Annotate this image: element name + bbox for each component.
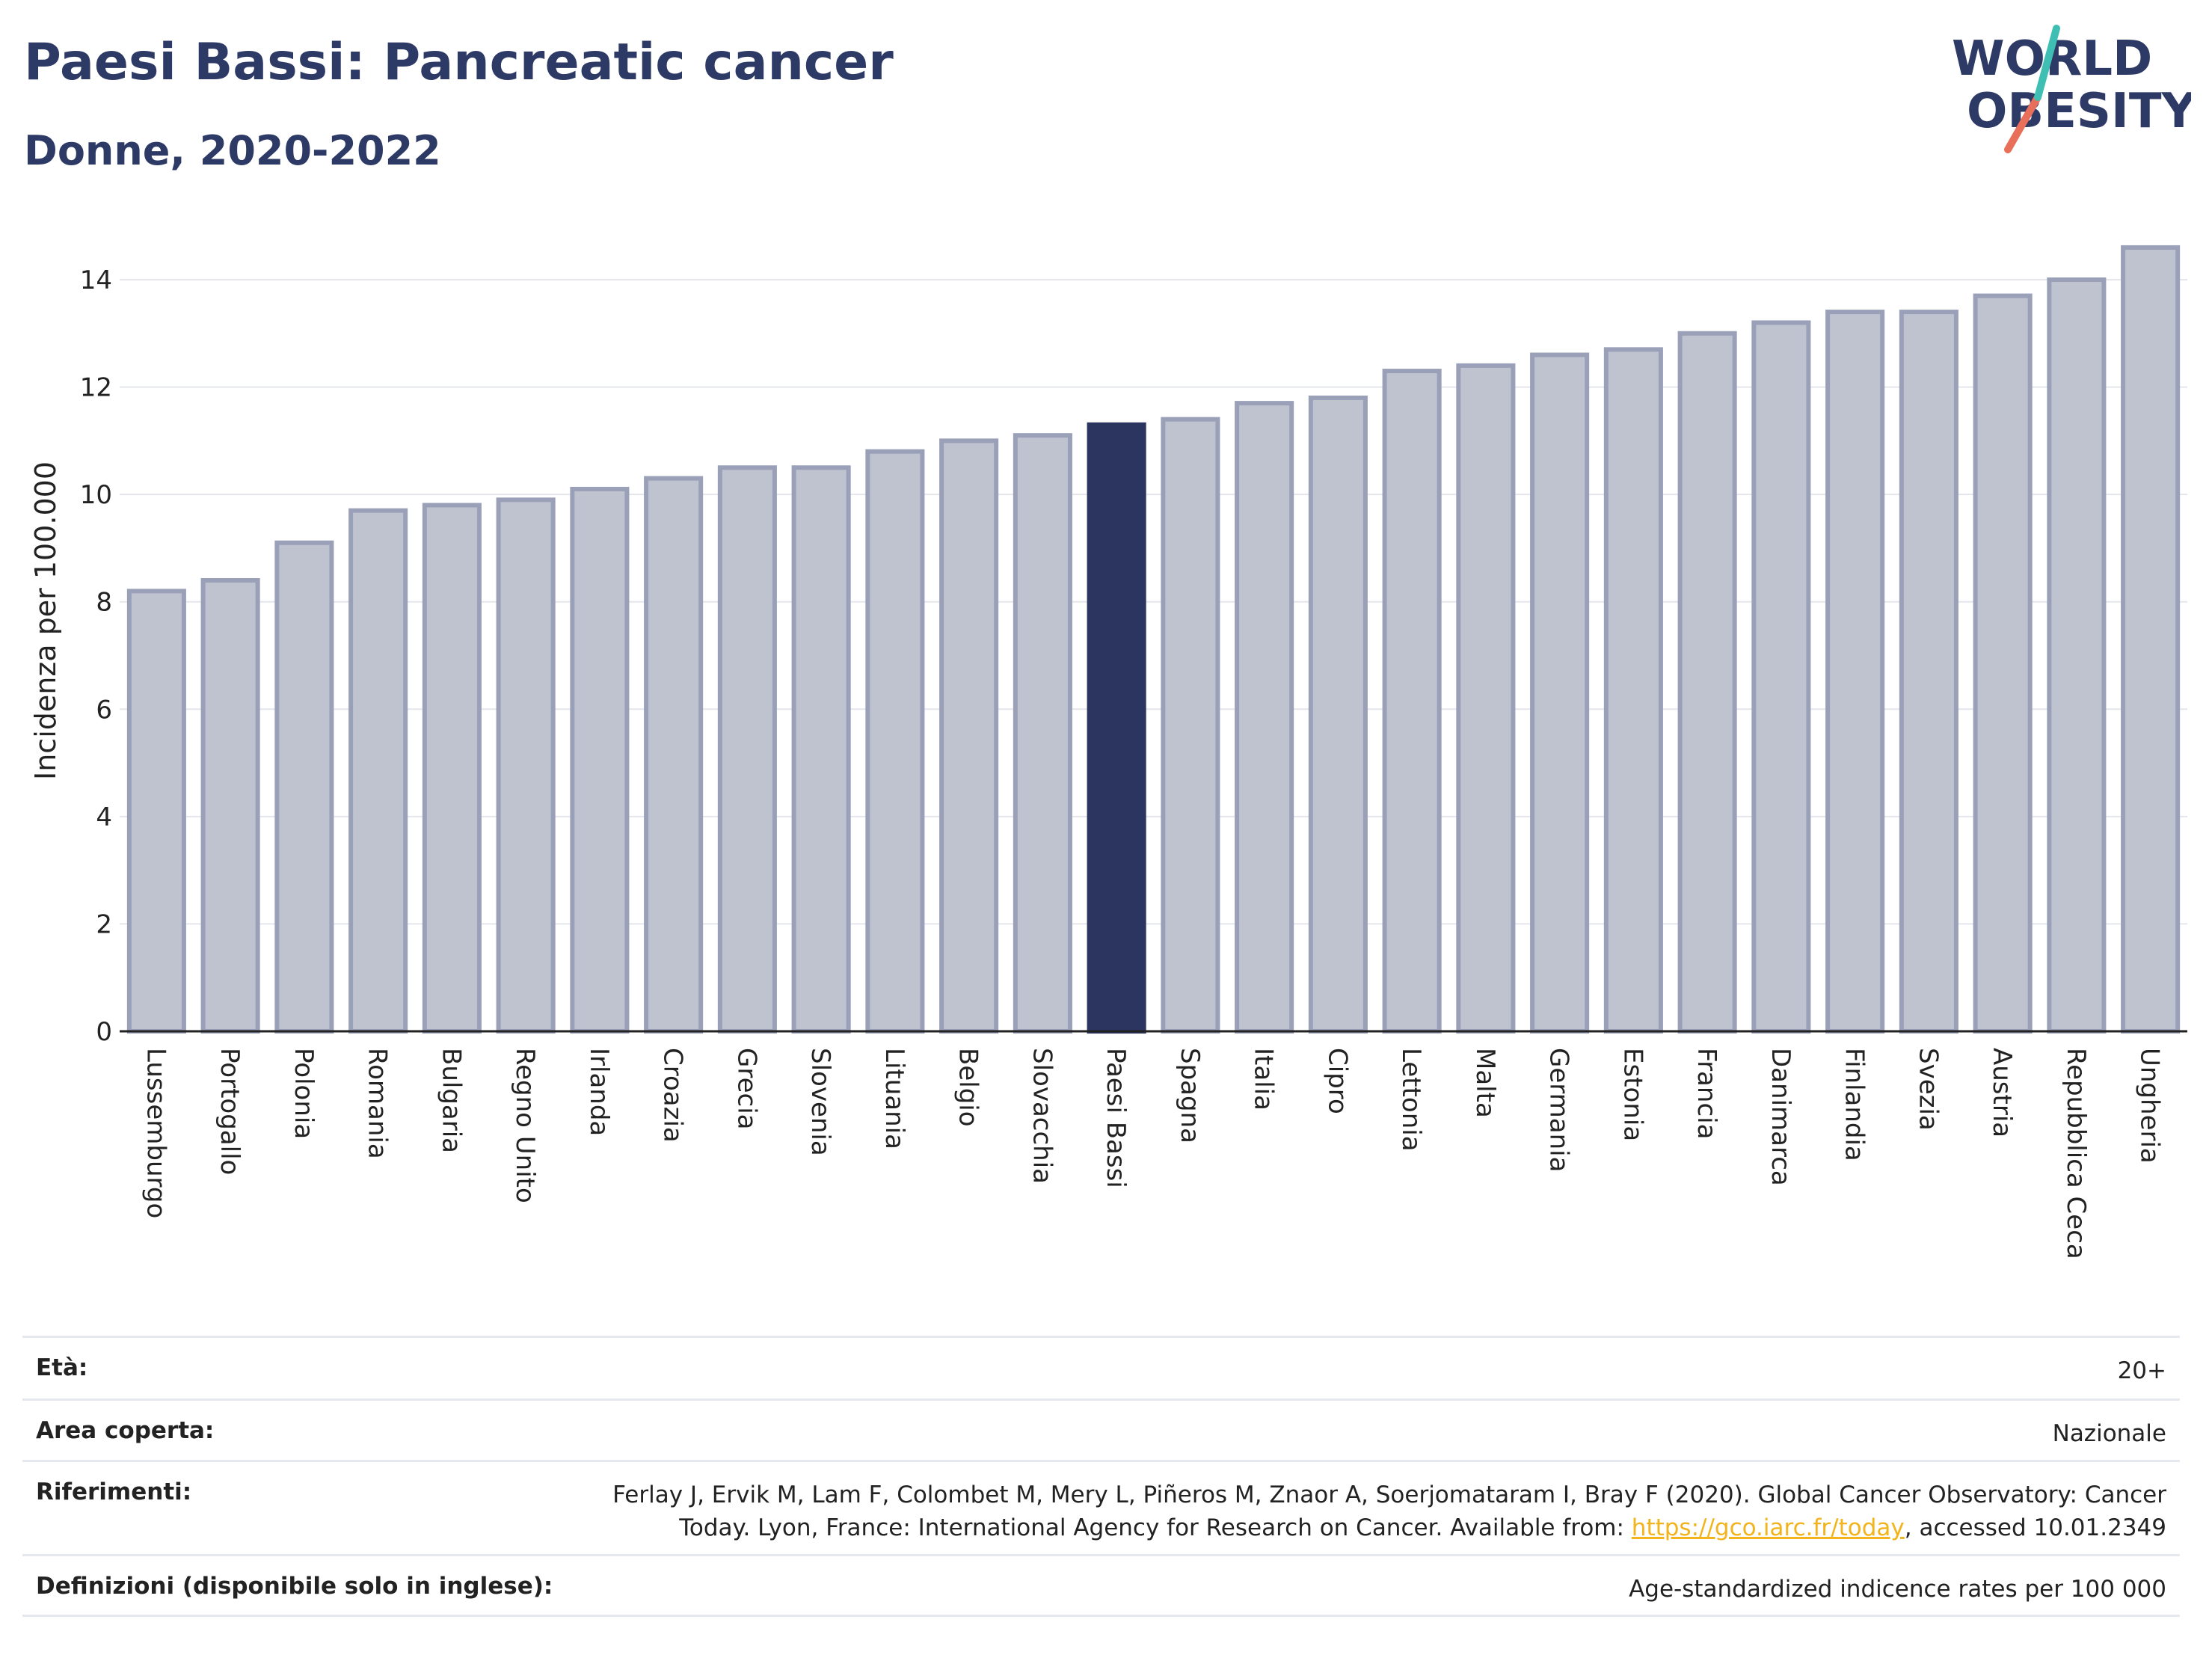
bar-croazia bbox=[644, 476, 704, 1034]
category-label: Paesi Bassi bbox=[1101, 1048, 1131, 1188]
category-label: Italia bbox=[1249, 1048, 1279, 1111]
category-label: Repubblica Ceca bbox=[2061, 1048, 2091, 1259]
category-label: Portogallo bbox=[215, 1048, 245, 1175]
bar-lettonia bbox=[1382, 369, 1442, 1034]
category-label: Cipro bbox=[1322, 1048, 1352, 1114]
meta-key-area: Area coperta: bbox=[36, 1417, 215, 1444]
bar-estonia bbox=[1603, 347, 1663, 1034]
category-label: Ungheria bbox=[2135, 1048, 2165, 1164]
bar-slovacchia bbox=[1013, 433, 1072, 1034]
meta-row-references: Riferimenti: Ferlay J, Ervik M, Lam F, C… bbox=[22, 1460, 2180, 1554]
meta-value-definitions: Age-standardized indicence rates per 100… bbox=[1629, 1576, 2166, 1603]
logo-slash-red bbox=[2004, 93, 2042, 153]
category-labels: Lussemburgo Portogallo Polonia Romania Bulga… bbox=[141, 1048, 2164, 1259]
meta-value-age: 20+ bbox=[2117, 1357, 2166, 1384]
category-label: Grecia bbox=[731, 1048, 761, 1129]
y-tick-label: 10 bbox=[80, 480, 112, 510]
reference-line-2-pre: Today. Lyon, France: International Agenc… bbox=[679, 1514, 1632, 1541]
bar-finlandia bbox=[1825, 310, 1885, 1034]
category-label: Austria bbox=[1987, 1048, 2017, 1137]
category-label: Lettonia bbox=[1396, 1048, 1426, 1152]
bar-germania bbox=[1530, 352, 1590, 1034]
bar-chart: 0 2 4 6 8 10 12 14 Lussemburgo Portogallo Polonia… bbox=[29, 245, 2187, 1259]
y-tick-labels: 0 2 4 6 8 10 12 14 bbox=[80, 265, 112, 1047]
bar-danimarca bbox=[1751, 320, 1811, 1034]
bar-austria bbox=[1973, 293, 2033, 1034]
category-label: Danimarca bbox=[1766, 1048, 1795, 1186]
category-label: Svezia bbox=[1913, 1048, 1943, 1131]
bar-irlanda bbox=[570, 486, 630, 1034]
y-tick-label: 4 bbox=[96, 802, 112, 832]
category-label: Polonia bbox=[289, 1048, 319, 1139]
bar-bulgaria bbox=[422, 503, 482, 1034]
bar-grecia bbox=[717, 465, 777, 1034]
category-label: Francia bbox=[1692, 1048, 1721, 1139]
meta-key-references: Riferimenti: bbox=[36, 1479, 192, 1505]
bar-ungheria bbox=[2121, 245, 2181, 1034]
category-label: Malta bbox=[1470, 1048, 1500, 1118]
reference-line-1: Ferlay J, Ervik M, Lam F, Colombet M, Me… bbox=[612, 1481, 2166, 1508]
reference-link[interactable]: https://gco.iarc.fr/today bbox=[1631, 1514, 1905, 1541]
bar-francia bbox=[1677, 331, 1737, 1034]
bar-portogallo bbox=[200, 578, 260, 1034]
bar-lituania bbox=[865, 449, 925, 1034]
bar-polonia bbox=[274, 540, 334, 1034]
category-label: Germania bbox=[1544, 1048, 1574, 1172]
world-obesity-logo: WORLD OBESITY bbox=[1952, 25, 2191, 153]
y-tick-label: 6 bbox=[96, 695, 112, 725]
bar-lussemburgo bbox=[126, 589, 186, 1034]
category-label: Lituania bbox=[879, 1048, 909, 1149]
category-label: Lussemburgo bbox=[141, 1048, 170, 1218]
logo-slash-teal bbox=[2034, 25, 2060, 101]
category-label: Estonia bbox=[1617, 1048, 1647, 1141]
bar-belgio bbox=[939, 438, 999, 1034]
bar-slovenia bbox=[791, 465, 851, 1034]
bar-malta bbox=[1456, 363, 1516, 1034]
meta-row-definitions: Definizioni (disponibile solo in inglese… bbox=[22, 1554, 2180, 1617]
category-label: Slovacchia bbox=[1027, 1048, 1057, 1184]
bar-romania bbox=[348, 508, 408, 1034]
y-axis-label: Incidenza per 100.000 bbox=[29, 461, 62, 780]
category-label: Irlanda bbox=[584, 1048, 614, 1136]
y-tick-label: 2 bbox=[96, 909, 112, 939]
reference-line-2-post: , accessed 10.01.2349 bbox=[1904, 1514, 2166, 1541]
chart-title: Paesi Bassi: Pancreatic cancer bbox=[24, 33, 894, 92]
category-label: Romania bbox=[363, 1048, 393, 1159]
category-label: Spagna bbox=[1175, 1048, 1205, 1143]
category-label: Slovenia bbox=[805, 1048, 835, 1156]
y-tick-label: 14 bbox=[80, 265, 112, 295]
y-tick-label: 12 bbox=[80, 373, 112, 403]
category-label: Regno Unito bbox=[510, 1048, 540, 1203]
bar-spagna bbox=[1161, 417, 1220, 1034]
bar-repubblica-ceca bbox=[2047, 277, 2107, 1034]
y-tick-label: 0 bbox=[96, 1017, 112, 1047]
bar-cipro bbox=[1308, 395, 1368, 1034]
bar-regno-unito bbox=[496, 497, 556, 1034]
category-label: Croazia bbox=[658, 1048, 688, 1143]
chart-subtitle: Donne, 2020-2022 bbox=[24, 127, 441, 174]
y-tick-label: 8 bbox=[96, 588, 112, 618]
meta-key-definitions: Definizioni (disponibile solo in inglese… bbox=[36, 1573, 553, 1600]
meta-row-area: Area coperta: Nazionale bbox=[22, 1398, 2180, 1460]
category-label: Belgio bbox=[953, 1048, 983, 1127]
category-label: Finlandia bbox=[1840, 1048, 1870, 1161]
bar-italia bbox=[1235, 401, 1294, 1034]
logo-word-obesity: OBESITY bbox=[1967, 84, 2191, 139]
meta-value-area: Nazionale bbox=[2052, 1420, 2166, 1447]
meta-key-age: Età: bbox=[36, 1354, 88, 1381]
bar-svezia bbox=[1899, 310, 1958, 1034]
bars bbox=[126, 245, 2181, 1034]
meta-value-references: Ferlay J, Ervik M, Lam F, Colombet M, Me… bbox=[612, 1479, 2166, 1544]
bar-paesi-bassi bbox=[1087, 422, 1146, 1034]
category-label: Bulgaria bbox=[436, 1048, 466, 1153]
metadata-table: Età: 20+ Area coperta: Nazionale Riferim… bbox=[22, 1336, 2180, 1617]
meta-row-age: Età: 20+ bbox=[22, 1336, 2180, 1398]
